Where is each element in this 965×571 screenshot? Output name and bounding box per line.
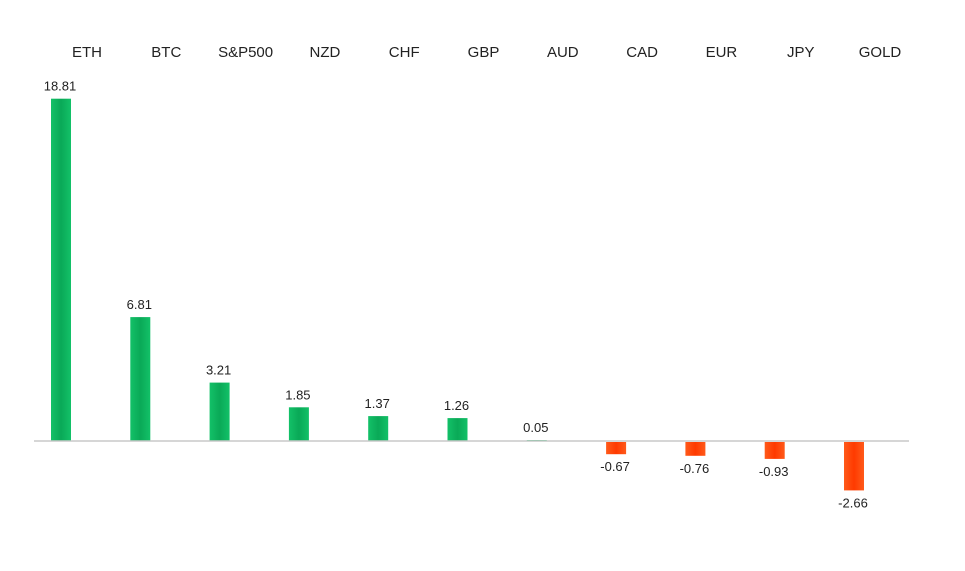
value-label-eth: 18.81 [44, 79, 77, 94]
value-labels-group: 18.81 6.81 3.21 1.85 1.37 1.26 0.05 -0.67 -0.76 -… [44, 79, 868, 511]
value-label-chf: 1.37 [365, 396, 390, 411]
category-label-cad: CAD [626, 44, 658, 61]
category-label-gold: GOLD [859, 44, 902, 61]
category-label-gbp: GBP [468, 44, 500, 61]
category-label-aud: AUD [547, 44, 579, 61]
bar-jpy [764, 442, 785, 459]
bar-gbp [447, 418, 468, 441]
category-label-eur: EUR [706, 44, 738, 61]
value-label-sp500: 3.21 [206, 363, 231, 378]
value-label-eur: -0.76 [680, 461, 710, 476]
category-label-btc: BTC [151, 44, 181, 61]
value-label-nzd: 1.85 [285, 387, 310, 402]
bar-nzd [288, 407, 309, 441]
bar-eur [685, 442, 706, 456]
bar-cad [606, 442, 627, 455]
value-label-btc: 6.81 [127, 297, 152, 312]
category-labels-group: ETH BTC S&P500 NZD CHF GBP AUD CAD EUR JPY GOLD [72, 44, 901, 61]
bar-btc [130, 317, 151, 441]
bar-chf [368, 416, 389, 441]
value-label-cad: -0.67 [600, 459, 630, 474]
category-label-eth: ETH [72, 44, 102, 61]
value-label-jpy: -0.93 [759, 464, 789, 479]
bar-eth [51, 98, 71, 441]
category-label-sp500: S&P500 [218, 44, 273, 61]
category-label-chf: CHF [389, 44, 420, 61]
value-label-gbp: 1.26 [444, 398, 469, 413]
bar-sp500 [209, 382, 230, 441]
bar-gold [844, 442, 864, 491]
value-label-aud: 0.05 [523, 420, 548, 435]
category-label-nzd: NZD [309, 44, 340, 61]
bars-group [51, 98, 864, 491]
category-label-jpy: JPY [787, 44, 815, 61]
value-label-gold: -2.66 [838, 495, 868, 510]
